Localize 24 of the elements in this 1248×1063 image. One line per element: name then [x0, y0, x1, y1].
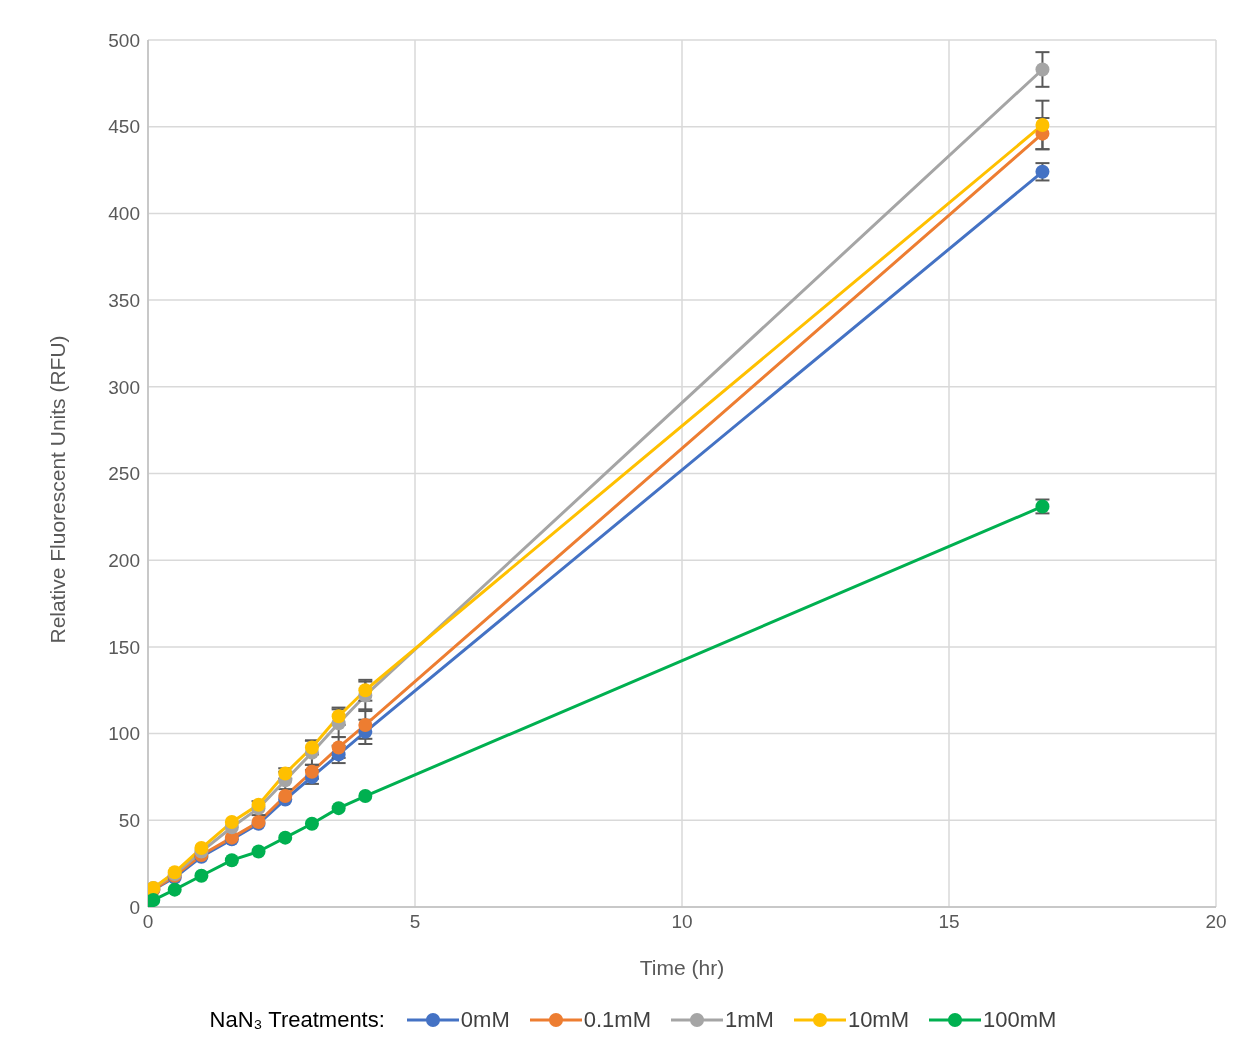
x-tick-label: 15: [938, 911, 960, 933]
y-tick-label: 500: [108, 29, 140, 51]
y-tick-label: 100: [108, 723, 140, 745]
x-tick-label: 20: [1205, 911, 1227, 933]
y-tick-label: 450: [108, 116, 140, 138]
y-tick-label: 200: [108, 549, 140, 571]
x-axis-title: Time (hr): [639, 956, 725, 979]
x-tick-label: 5: [409, 911, 421, 933]
y-tick-label: 300: [108, 376, 140, 398]
y-tick-label: 0: [129, 896, 140, 918]
legend-label: 10mM: [847, 1007, 910, 1033]
legend-label: 0.1mM: [583, 1007, 651, 1033]
legend-label: 100mM: [983, 1007, 1057, 1033]
y-axis-title: Relative Fluorescent Units (RFU): [46, 335, 70, 644]
legend-title: NaN₃ Treatments:: [209, 1007, 385, 1033]
y-tick-label: 150: [108, 636, 140, 658]
y-tick-label: 350: [108, 289, 140, 311]
y-tick-label: 400: [108, 203, 140, 225]
legend-label: 0mM: [460, 1007, 510, 1033]
legend-label: 1mM: [725, 1007, 774, 1033]
x-tick-label: 10: [671, 911, 693, 933]
y-tick-label: 250: [108, 463, 140, 485]
x-tick-label: 0: [142, 911, 154, 933]
y-tick-label: 50: [118, 810, 140, 832]
